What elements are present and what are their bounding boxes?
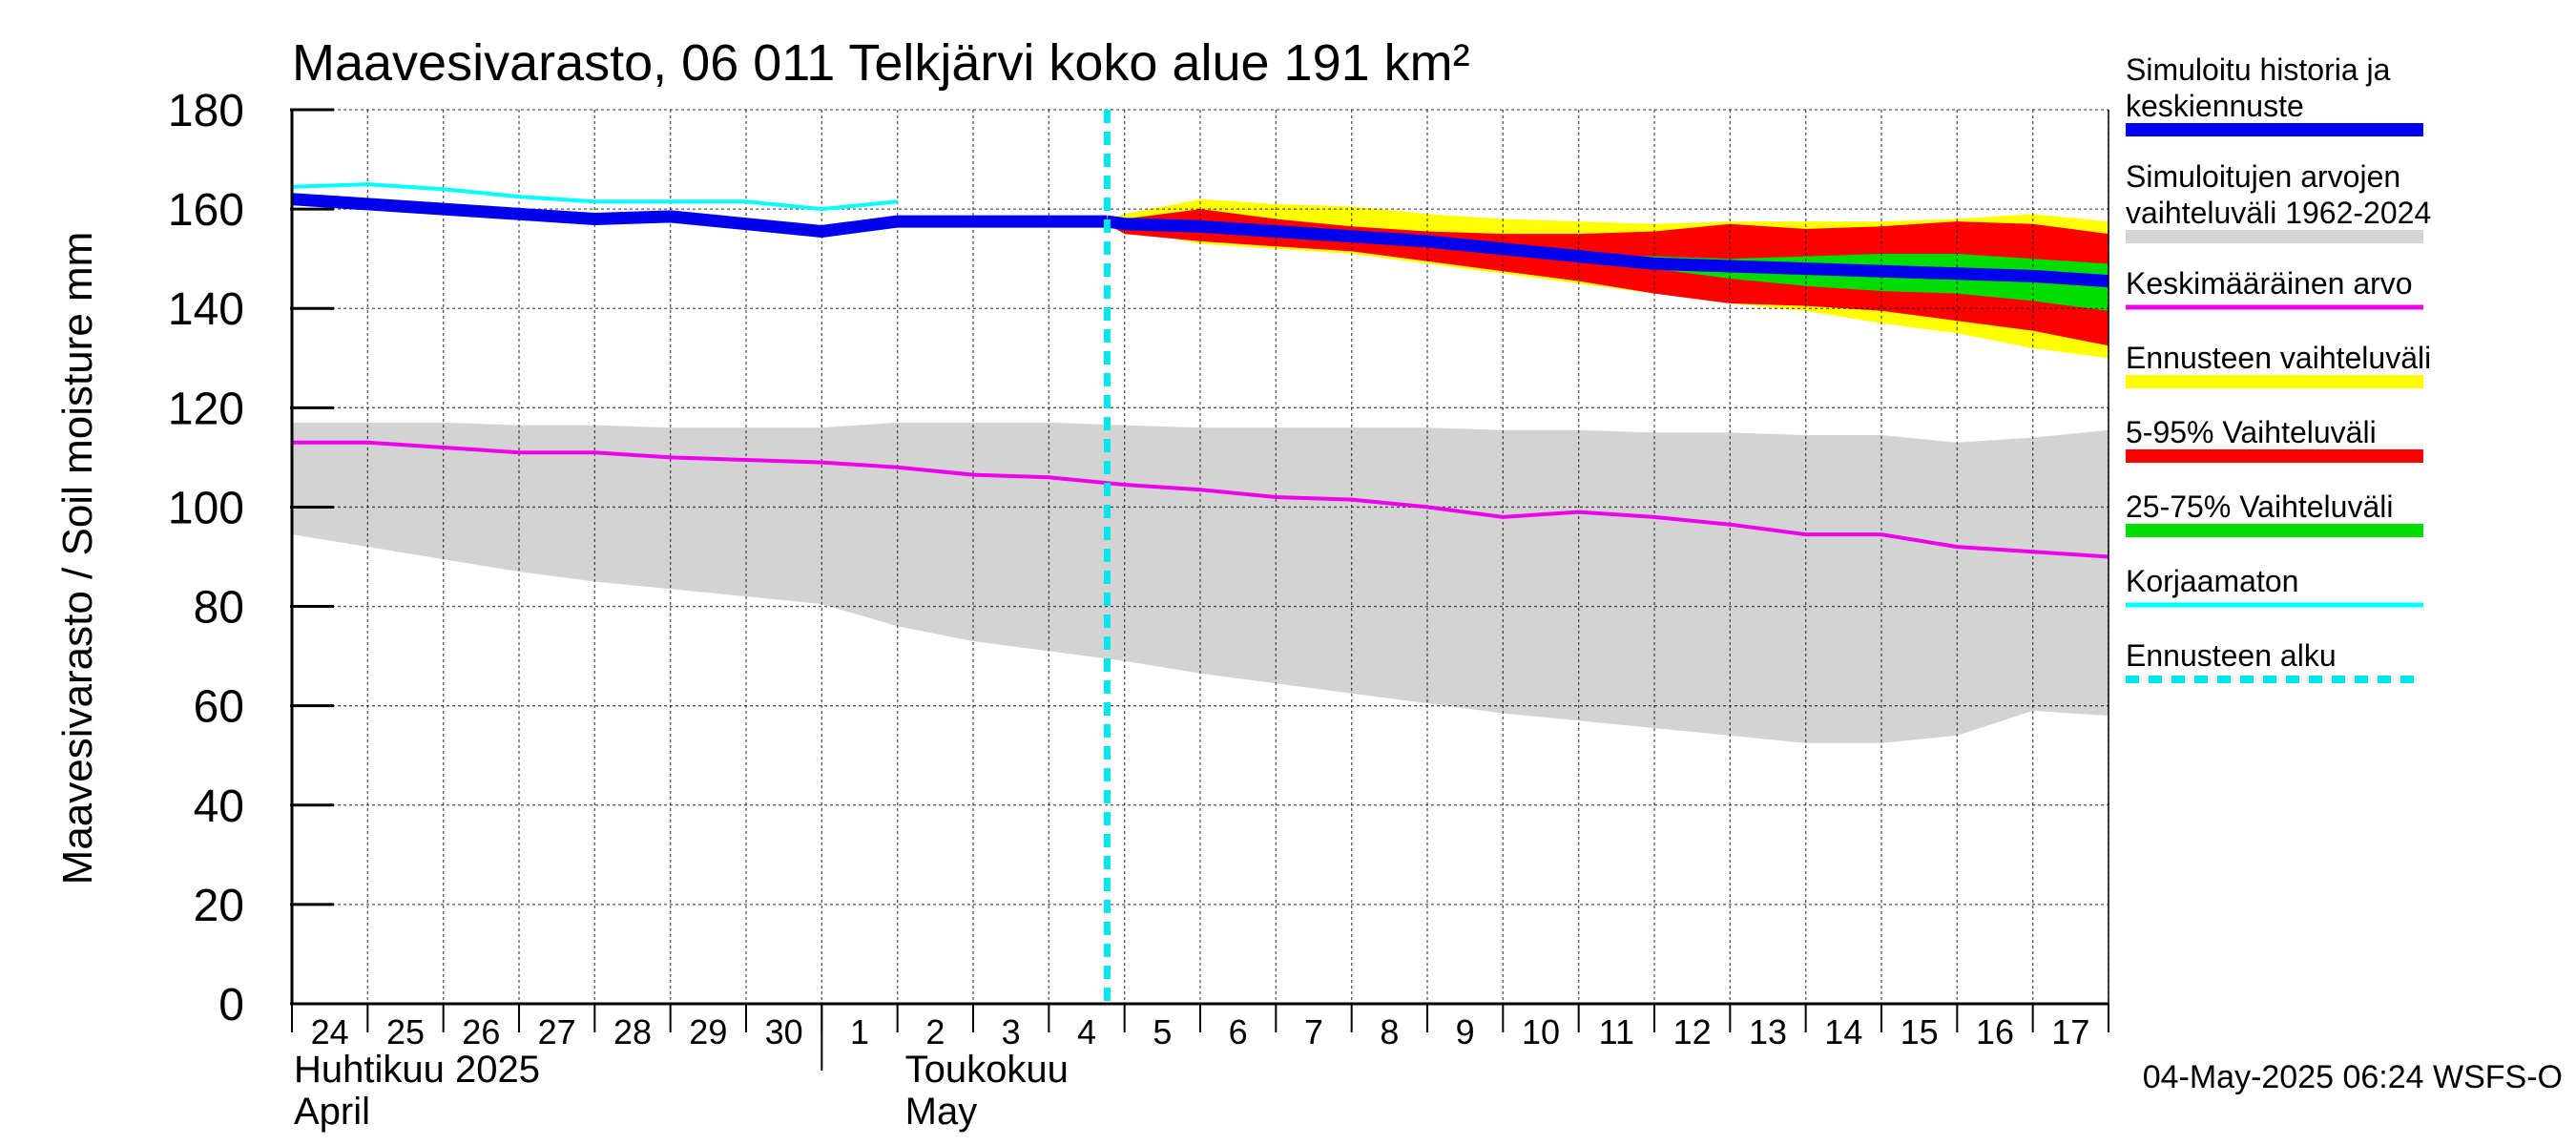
x-tick-label-day: 15 — [1901, 1012, 1939, 1051]
chart-title: Maavesivarasto, 06 011 Telkjärvi koko al… — [292, 34, 1470, 92]
x-tick-label-day: 28 — [613, 1012, 652, 1051]
x-tick-label-day: 9 — [1456, 1012, 1475, 1051]
legend: Simuloitu historia jakeskiennusteSimuloi… — [2126, 52, 2431, 683]
x-tick-label-day: 10 — [1522, 1012, 1560, 1051]
x-tick-label-day: 1 — [850, 1012, 869, 1051]
y-tick-label: 160 — [168, 185, 244, 236]
month-label-en: May — [905, 1091, 978, 1133]
x-tick-label-day: 14 — [1824, 1012, 1862, 1051]
legend-label: 25-75% Vaihteluväli — [2126, 489, 2393, 524]
y-tick-label: 140 — [168, 284, 244, 335]
x-tick-label-day: 26 — [462, 1012, 500, 1051]
x-tick-label-day: 2 — [925, 1012, 945, 1051]
simulated-history-line — [291, 193, 1108, 238]
historical-range-band — [292, 422, 2109, 743]
y-tick-label: 60 — [194, 682, 244, 733]
month-label-fi: Toukokuu — [905, 1049, 1069, 1091]
x-tick-label-day: 8 — [1380, 1012, 1399, 1051]
y-tick-label: 180 — [168, 86, 244, 136]
x-tick-label-day: 24 — [311, 1012, 349, 1051]
x-tick-label-day: 16 — [1976, 1012, 2014, 1051]
legend-label: Simuloitu historia ja — [2126, 52, 2391, 87]
legend-label: keskiennuste — [2126, 89, 2304, 123]
x-tick-label-day: 6 — [1229, 1012, 1248, 1051]
p5-95-band — [1107, 209, 2109, 346]
y-tick-label: 100 — [168, 483, 244, 533]
legend-label: 5-95% Vaihteluväli — [2126, 415, 2377, 449]
x-tick-label-day: 17 — [2051, 1012, 2089, 1051]
x-tick-label-day: 12 — [1673, 1012, 1712, 1051]
legend-item: Ennusteen alku — [2126, 638, 2423, 683]
uncorrected-line — [291, 182, 898, 212]
y-tick-label: 0 — [218, 980, 244, 1030]
legend-label: Ennusteen vaihteluväli — [2126, 341, 2431, 375]
x-tick-label-day: 5 — [1153, 1012, 1172, 1051]
y-tick-label: 20 — [194, 881, 244, 931]
x-tick-label-day: 29 — [689, 1012, 727, 1051]
x-tick-label-day: 27 — [538, 1012, 576, 1051]
month-label-fi: Huhtikuu 2025 — [294, 1049, 540, 1091]
y-tick-label: 120 — [168, 384, 244, 434]
mean-line — [292, 440, 2109, 559]
x-tick-label-day: 4 — [1077, 1012, 1096, 1051]
legend-label: Korjaamaton — [2126, 564, 2298, 598]
legend-label: Simuloitujen arvojen — [2126, 159, 2400, 194]
y-axis-label: Maavesivarasto / Soil moisture mm — [54, 232, 101, 885]
legend-label: vaihteluväli 1962-2024 — [2126, 196, 2431, 230]
legend-item: 25-75% Vaihteluväli — [2126, 489, 2423, 537]
x-tick-label-day: 25 — [386, 1012, 425, 1051]
plot-area — [291, 109, 2109, 1005]
legend-label: Keskimääräinen arvo — [2126, 266, 2413, 301]
legend-label: Ennusteen alku — [2126, 638, 2337, 673]
y-tick-label: 80 — [194, 583, 244, 634]
forecast-median-line — [1106, 215, 2109, 288]
legend-item: Keskimääräinen arvo — [2126, 266, 2423, 310]
legend-item: Korjaamaton — [2126, 564, 2423, 608]
x-tick-label-day: 30 — [765, 1012, 803, 1051]
timestamp-footer: 04-May-2025 06:24 WSFS-O — [2143, 1059, 2563, 1095]
x-tick-label-day: 3 — [1002, 1012, 1021, 1051]
x-tick-label-day: 7 — [1304, 1012, 1323, 1051]
y-tick-label: 40 — [194, 781, 244, 832]
month-label-en: April — [294, 1091, 370, 1133]
x-tick-label-day: 13 — [1749, 1012, 1787, 1051]
legend-item: Ennusteen vaihteluväli — [2126, 341, 2431, 388]
x-tick-label-day: 11 — [1599, 1012, 1634, 1051]
legend-item: 5-95% Vaihteluväli — [2126, 415, 2423, 463]
